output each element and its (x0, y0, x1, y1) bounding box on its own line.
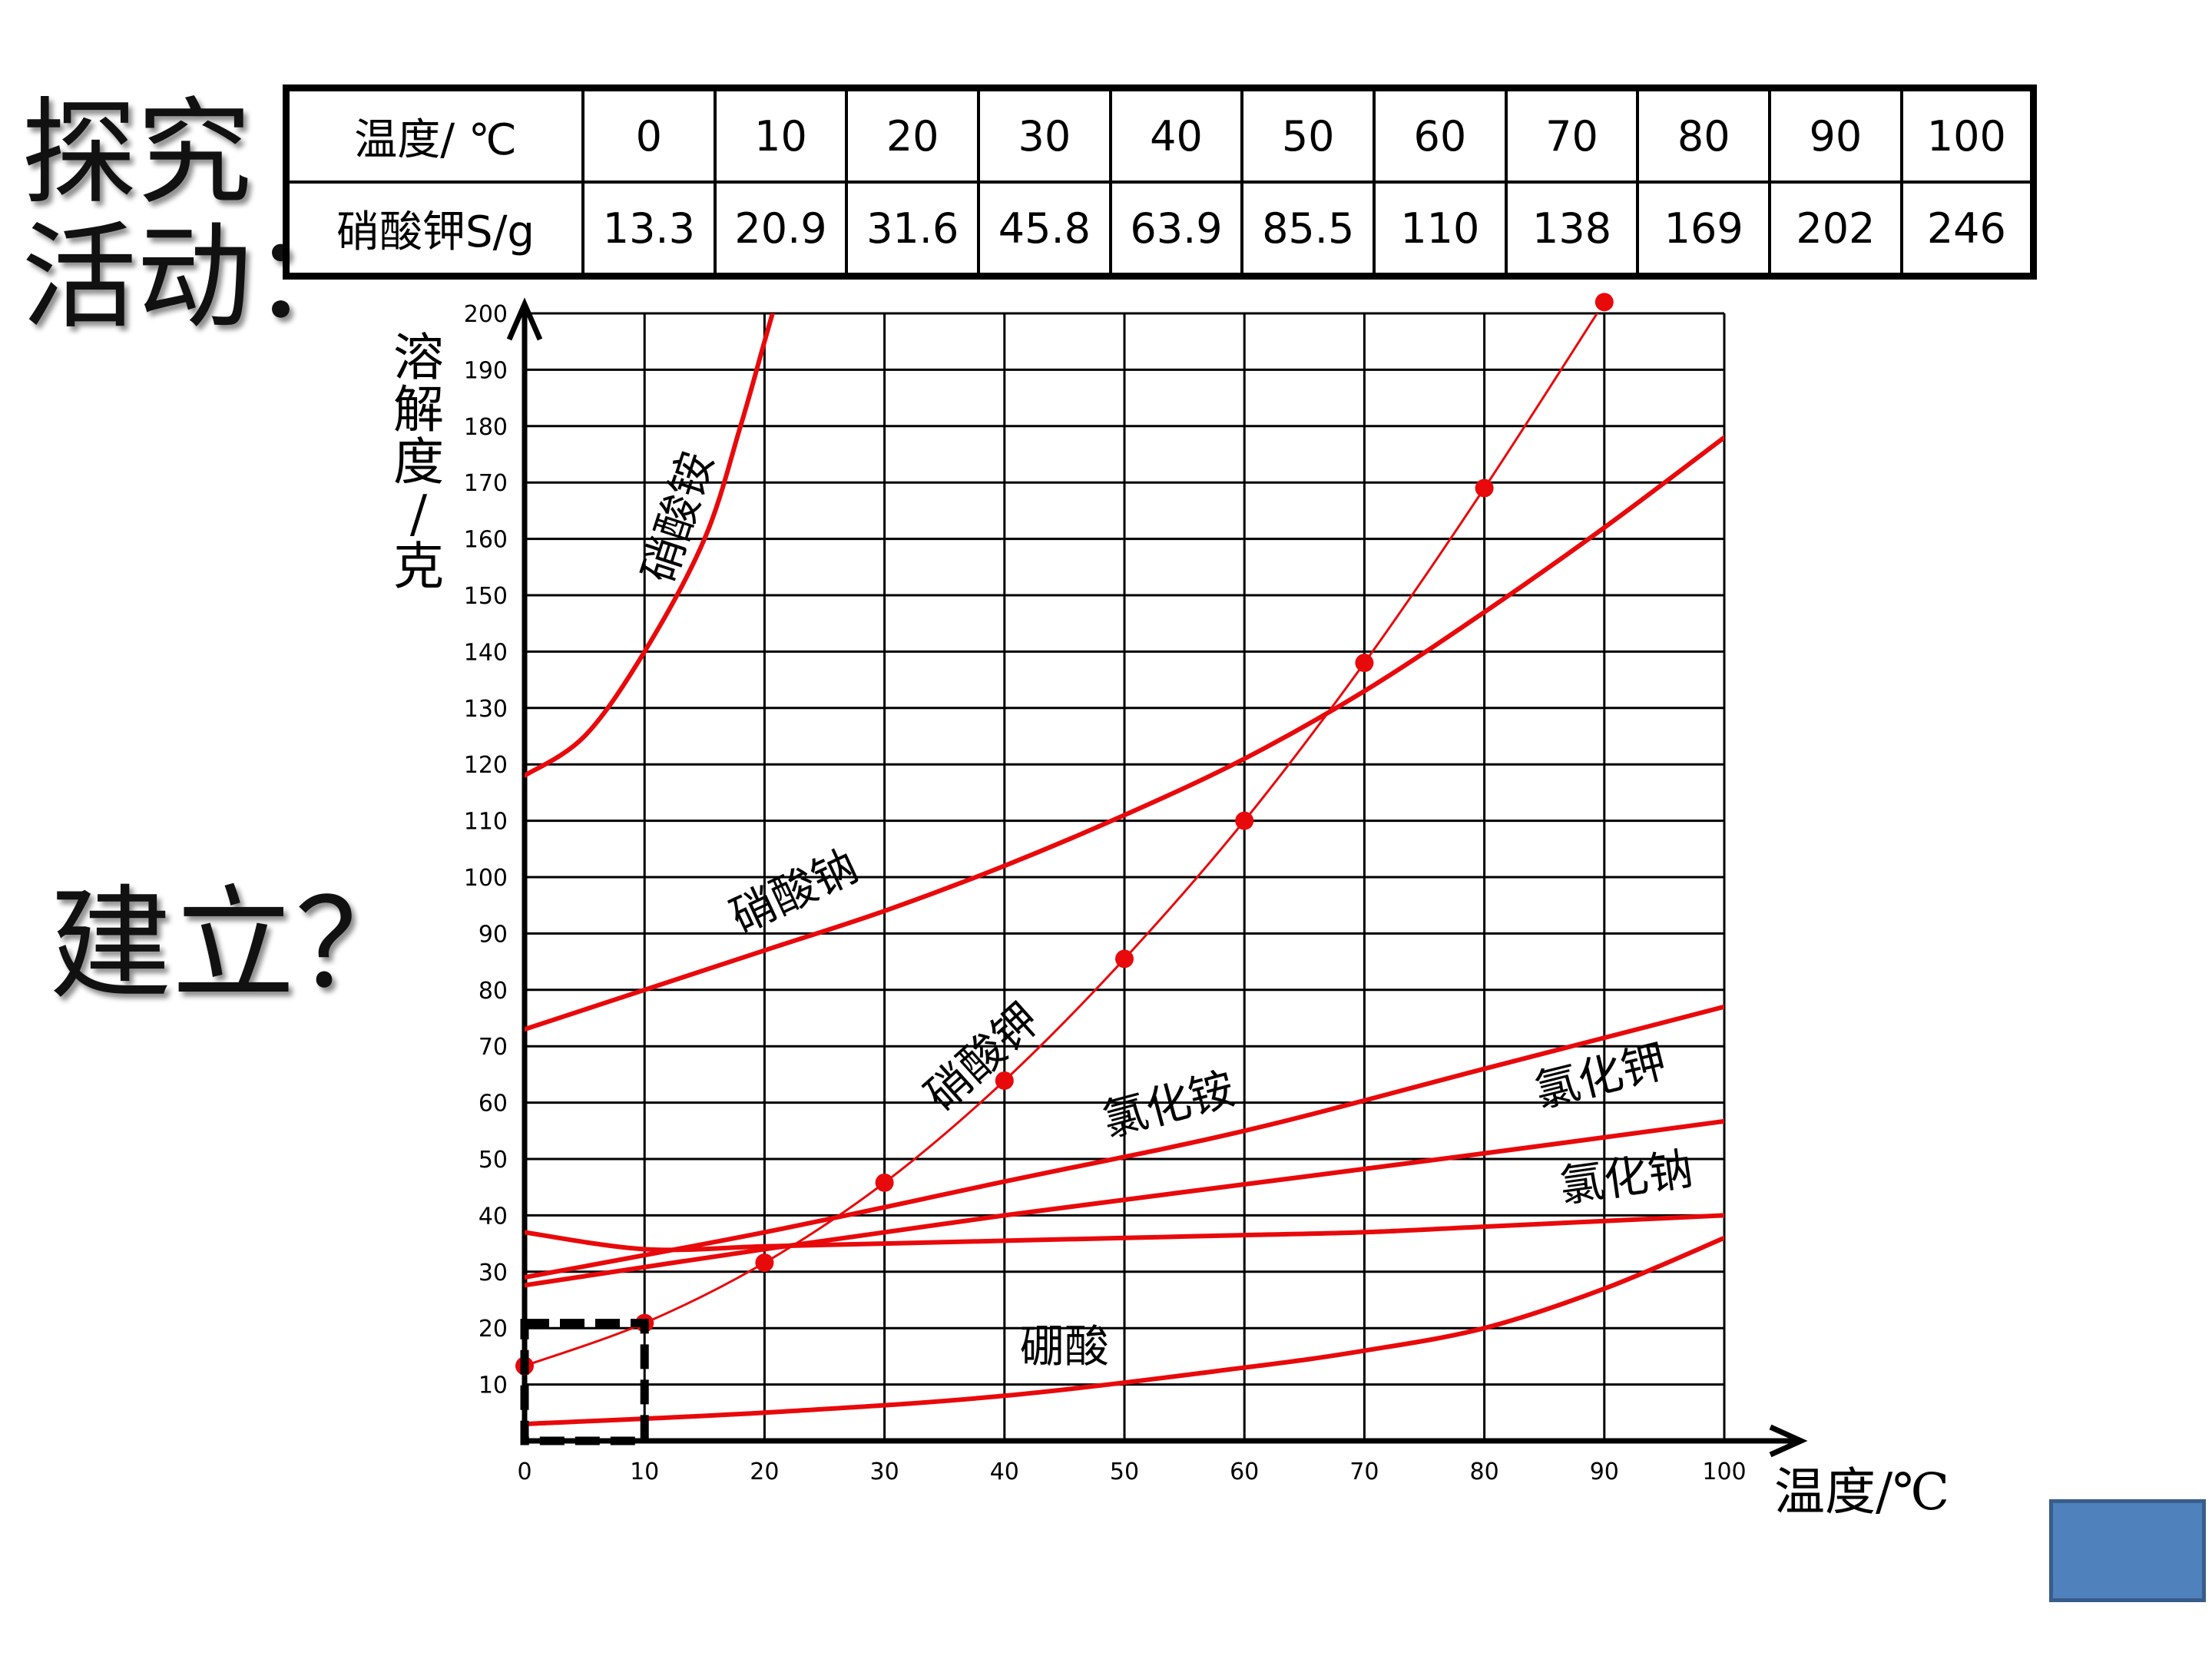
table-cell: 246 (1899, 180, 2035, 278)
table-cell: 0 (581, 86, 717, 184)
data-point (995, 1071, 1014, 1090)
x-tick-label: 80 (1470, 1459, 1499, 1485)
table-cell: 20.9 (713, 180, 849, 278)
x-tick-label: 50 (1110, 1459, 1139, 1485)
table-cell: 40 (1108, 86, 1244, 184)
x-tick-label: 40 (990, 1459, 1019, 1485)
table-cell: 70 (1504, 86, 1640, 184)
table-cell: 10 (713, 86, 849, 184)
y-axis-label: 溶解度/克 (393, 328, 444, 596)
data-point (1594, 293, 1614, 312)
table-cell: 31.6 (845, 180, 981, 278)
table-cell: 110 (1373, 180, 1508, 278)
y-axis-label-char: 溶 (393, 328, 444, 387)
y-tick-label: 80 (478, 978, 508, 1005)
y-tick-label: 60 (478, 1091, 508, 1118)
y-tick-label: 70 (478, 1034, 508, 1061)
y-tick-label: 10 (478, 1373, 508, 1399)
table-cell: 60 (1373, 86, 1508, 184)
y-tick-label: 100 (464, 865, 508, 892)
y-tick-label: 120 (464, 752, 508, 779)
x-tick-label: 0 (517, 1459, 531, 1485)
series-line-硼酸 (525, 1235, 1724, 1426)
table-cell: 20 (845, 86, 981, 184)
y-tick-label: 110 (464, 809, 508, 836)
y-tick-label: 190 (464, 357, 508, 384)
table-cell: 80 (1636, 86, 1772, 184)
y-axis-label-char: 度 (393, 432, 444, 492)
highlight-box (520, 1319, 649, 1445)
y-axis-label-char: 解 (393, 380, 444, 439)
table-row-solubility: 硝酸钾S/g 13.3 20.9 31.6 45.8 63.9 85.5 110… (284, 180, 2035, 278)
data-point (755, 1253, 774, 1273)
y-tick-label: 20 (478, 1316, 508, 1343)
data-point (875, 1173, 894, 1192)
table-cell: 85.5 (1240, 180, 1376, 278)
series-line-氯化钾 (525, 1118, 1724, 1288)
table-cell: 30 (977, 86, 1112, 184)
y-tick-label: 170 (464, 470, 508, 497)
nav-button[interactable] (2049, 1499, 2206, 1602)
table-cell: 90 (1768, 86, 1903, 184)
x-tick-label: 60 (1230, 1459, 1259, 1485)
heading-line-1: 探究 (22, 87, 253, 220)
y-tick-label: 140 (464, 639, 508, 666)
y-tick-label: 160 (464, 527, 508, 554)
y-axis-label-char: / (410, 485, 428, 544)
heading-question: 建立？ (49, 873, 419, 1016)
x-tick-label: 10 (630, 1459, 659, 1485)
y-tick-label: 180 (464, 414, 508, 441)
x-tick-label: 20 (750, 1459, 779, 1485)
series-line-硝酸铵 (525, 313, 775, 778)
curve-label: 氯化钠 (1556, 1142, 1696, 1213)
table-cell: 13.3 (581, 180, 717, 278)
solubility-table: 温度/ ℃ 0 10 20 30 40 50 60 70 80 90 100 硝… (283, 84, 2037, 280)
x-tick-label: 100 (1702, 1459, 1746, 1485)
series-group (525, 313, 1724, 1426)
table-cell: 100 (1899, 86, 2035, 184)
series-line-氯化铵 (525, 1004, 1724, 1280)
table-cell: 169 (1636, 180, 1772, 278)
data-point (1355, 654, 1374, 673)
y-axis-arrow (506, 297, 543, 341)
data-point (1115, 949, 1134, 969)
table-cell: 63.9 (1108, 180, 1244, 278)
y-tick-label: 150 (464, 583, 508, 610)
table-cell: 202 (1768, 180, 1903, 278)
data-point (1475, 478, 1494, 498)
y-tick-label: 50 (478, 1147, 508, 1174)
y-axis-label-char: 克 (393, 537, 444, 596)
table-cell: 45.8 (977, 180, 1112, 278)
curve-label: 硝酸钠 (723, 839, 866, 943)
x-tick-label: 30 (870, 1459, 899, 1485)
curve-label: 硼酸 (1020, 1320, 1109, 1373)
y-tick-label: 90 (478, 921, 508, 948)
y-tick-label: 130 (464, 696, 508, 723)
series-line-硝酸钠 (525, 435, 1724, 1032)
y-tick-label: 200 (464, 301, 508, 328)
table-header-temperature: 温度/ ℃ (284, 86, 584, 184)
x-tick-label: 70 (1349, 1459, 1379, 1485)
x-axis-arrow (1769, 1424, 1808, 1458)
curve-label: 硝酸铵 (632, 445, 723, 589)
series-line-硝酸钾 (525, 313, 1599, 1367)
x-axis-label: 温度/℃ (1774, 1462, 1949, 1522)
y-tick-label: 30 (478, 1260, 508, 1286)
y-tick-label: 40 (478, 1203, 508, 1230)
table-header-solubility: 硝酸钾S/g (284, 180, 584, 278)
data-point (1235, 811, 1254, 830)
x-tick-label: 90 (1590, 1459, 1619, 1485)
series-line-氯化钠 (525, 1213, 1724, 1253)
table-cell: 138 (1504, 180, 1640, 278)
table-row-temperature: 温度/ ℃ 0 10 20 30 40 50 60 70 80 90 100 (284, 86, 2035, 184)
table-cell: 50 (1240, 86, 1376, 184)
